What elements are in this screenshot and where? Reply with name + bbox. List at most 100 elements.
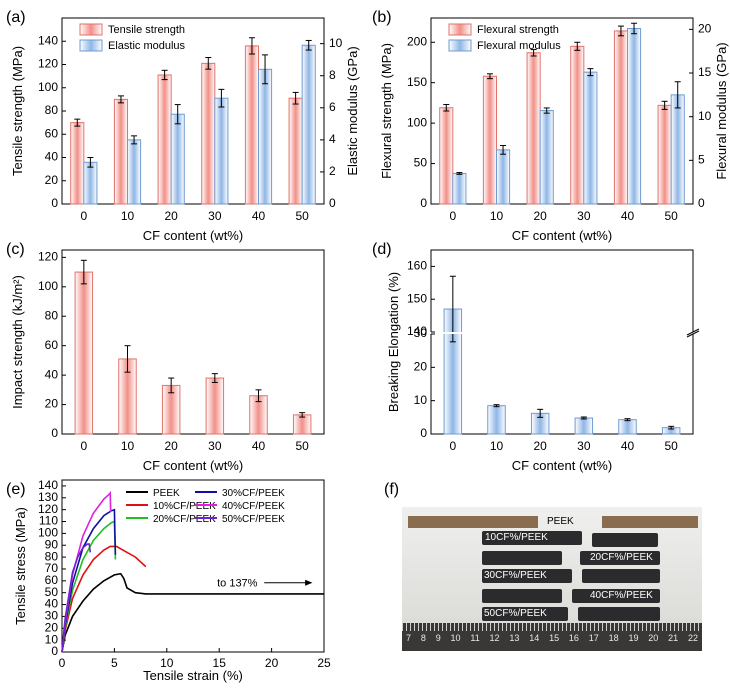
y2-tick-label: 5 [698, 153, 705, 167]
x-tick-label: 5 [111, 656, 118, 670]
peek-specimen-left [408, 516, 538, 528]
x-tick-label: 10 [121, 209, 135, 223]
legend-label: 40%CF/PEEK [222, 501, 285, 512]
y-tick-label: 0 [51, 644, 58, 658]
specimen-label-20cf: 20CF%/PEEK [590, 552, 653, 563]
ruler-number: 17 [588, 633, 599, 643]
annotation-text: to 137% [217, 578, 258, 590]
x-tick-label: 0 [449, 209, 456, 223]
bar [539, 110, 554, 205]
curve [61, 545, 147, 653]
axis-break-mark [686, 328, 700, 336]
ruler-number: 10 [450, 633, 461, 643]
ruler-number: 14 [529, 633, 540, 643]
bar [452, 172, 467, 205]
x-tick-label: 50 [295, 439, 309, 453]
x-tick-label: 30 [208, 439, 222, 453]
ruler-number: 11 [470, 633, 480, 643]
bar [70, 122, 85, 205]
panel-label: (f) [384, 481, 399, 498]
specimen-label-10cf: 10CF%/PEEK [485, 532, 548, 543]
legend-label: Flexural strength [477, 24, 559, 36]
y-tick-label: 0 [420, 196, 427, 210]
ruler-number: 21 [668, 633, 679, 643]
bar [613, 30, 629, 205]
legend-label: Flexural modulus [477, 40, 561, 52]
y-tick-label: 0 [51, 196, 58, 210]
x-tick-label: 30 [577, 439, 591, 453]
y-tick-label: 80 [45, 549, 59, 563]
annotation-arrowhead [305, 579, 313, 586]
y-tick-label: 50 [414, 156, 428, 170]
y-tick-label: 40 [45, 367, 59, 381]
x-axis-label: CF content (wt%) [143, 228, 243, 243]
y-axis-label: Impact strength (kJ/m²) [10, 275, 25, 409]
x-tick-label: 40 [621, 209, 635, 223]
bar [583, 71, 598, 205]
plot-frame [61, 479, 325, 653]
y-axis-label: Tensile strength (MPa) [10, 46, 25, 176]
bar [526, 52, 541, 205]
x-tick-label: 40 [252, 209, 266, 223]
x-tick-label: 50 [664, 439, 678, 453]
axis-break-gap [423, 332, 701, 334]
bar [292, 414, 312, 435]
specimen-40cf-left [482, 589, 562, 603]
x-tick-label: 20 [164, 439, 178, 453]
curve [61, 543, 92, 653]
x-tick-label: 10 [490, 209, 504, 223]
bar [113, 98, 129, 205]
specimen-10cf-left [482, 531, 582, 545]
bar [205, 377, 225, 435]
y-tick-label: 100 [38, 526, 58, 540]
x-axis-label: CF content (wt%) [512, 458, 612, 473]
panel-label: (c) [6, 241, 25, 258]
bar [214, 97, 229, 205]
ruler-number: 16 [568, 633, 579, 643]
legend-swatch [448, 39, 472, 52]
bar [657, 104, 672, 205]
y-tick-label: 130 [38, 490, 58, 504]
ruler: 7 8 9 10 11 12 13 14 15 16 17 18 19 20 21 22 [402, 623, 702, 651]
specimen-10cf-right [592, 533, 658, 547]
y-tick-label: 60 [45, 573, 59, 587]
y-axis-label: Flexural strength (MPa) [379, 43, 394, 179]
specimen-30cf-left [482, 569, 572, 583]
y-tick-label: 20 [45, 173, 59, 187]
y2-tick-label: 0 [329, 196, 336, 210]
specimen-label-30cf: 30CF%/PEEK [484, 570, 547, 581]
y2-tick-label: 10 [329, 36, 343, 50]
specimen-40cf-right [572, 589, 660, 603]
bar [83, 161, 98, 205]
legend-label: 20%CF/PEEK [153, 514, 216, 525]
legend-swatch [448, 23, 472, 36]
y2-tick-label: 2 [329, 164, 336, 178]
panel-label: (e) [6, 481, 26, 498]
x-tick-label: 0 [80, 439, 87, 453]
y-tick-label: 140 [38, 478, 58, 492]
bar [618, 419, 637, 435]
ruler-number: 19 [628, 633, 639, 643]
y-tick-label: 140 [38, 33, 58, 47]
y-tick-label: 150 [407, 75, 427, 89]
y-tick-label: 20 [45, 620, 59, 634]
specimen-label-40cf: 40CF%/PEEK [590, 590, 653, 601]
x-tick-label: 30 [208, 209, 222, 223]
bar [570, 45, 585, 205]
y-tick-label: 30 [45, 609, 59, 623]
y-tick-label: 120 [38, 57, 58, 71]
bar [288, 97, 303, 205]
peek-specimen-right [602, 516, 698, 528]
y2-tick-label: 0 [698, 196, 705, 210]
x-tick-label: 0 [80, 209, 87, 223]
y2-tick-label: 4 [329, 132, 336, 146]
y2-tick-label: 15 [698, 65, 712, 79]
y-tick-label: 100 [407, 115, 427, 129]
bar [439, 107, 454, 205]
x-tick-label: 20 [265, 656, 279, 670]
y2-tick-label: 6 [329, 100, 336, 114]
y-tick-label: 160 [407, 259, 427, 273]
y-tick-label: 20 [45, 397, 59, 411]
x-tick-label: 25 [317, 656, 331, 670]
